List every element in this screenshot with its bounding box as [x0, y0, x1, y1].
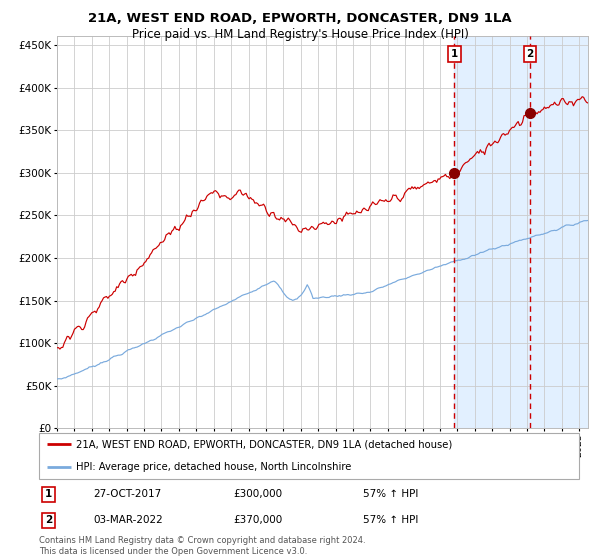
Text: 2: 2 — [526, 49, 533, 59]
Text: 57% ↑ HPI: 57% ↑ HPI — [363, 489, 418, 500]
Text: Price paid vs. HM Land Registry's House Price Index (HPI): Price paid vs. HM Land Registry's House … — [131, 28, 469, 41]
Text: 27-OCT-2017: 27-OCT-2017 — [93, 489, 161, 500]
Text: 1: 1 — [45, 489, 52, 500]
Text: 21A, WEST END ROAD, EPWORTH, DONCASTER, DN9 1LA (detached house): 21A, WEST END ROAD, EPWORTH, DONCASTER, … — [76, 440, 452, 449]
Text: Contains HM Land Registry data © Crown copyright and database right 2024.
This d: Contains HM Land Registry data © Crown c… — [39, 536, 365, 556]
Text: HPI: Average price, detached house, North Lincolnshire: HPI: Average price, detached house, Nort… — [76, 463, 351, 472]
Text: 2: 2 — [45, 515, 52, 525]
Text: 1: 1 — [451, 49, 458, 59]
Text: £300,000: £300,000 — [233, 489, 283, 500]
Text: 03-MAR-2022: 03-MAR-2022 — [93, 515, 163, 525]
Text: 21A, WEST END ROAD, EPWORTH, DONCASTER, DN9 1LA: 21A, WEST END ROAD, EPWORTH, DONCASTER, … — [88, 12, 512, 25]
Text: £370,000: £370,000 — [233, 515, 283, 525]
FancyBboxPatch shape — [39, 433, 579, 479]
Text: 57% ↑ HPI: 57% ↑ HPI — [363, 515, 418, 525]
Bar — [454, 36, 600, 428]
